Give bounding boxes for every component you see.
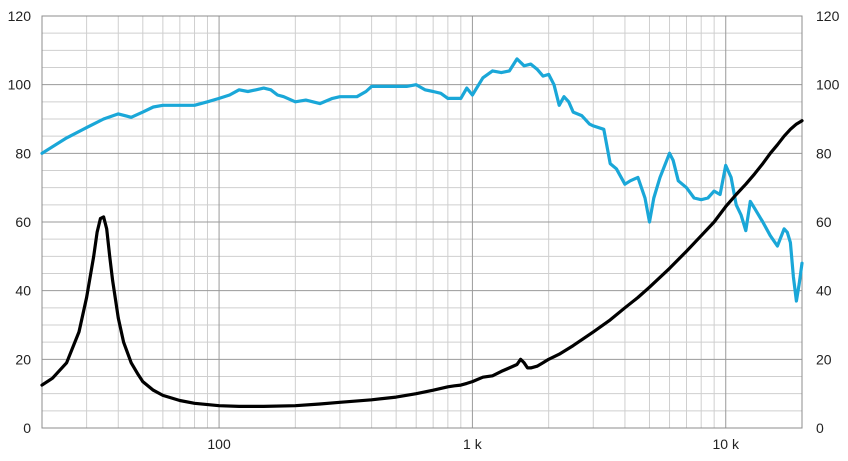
x-tick-label: 10 k xyxy=(713,436,740,452)
y-right-tick-label: 80 xyxy=(816,145,832,161)
series-line-2 xyxy=(40,119,804,408)
y-left-tick-label: 40 xyxy=(15,283,31,299)
left-axis-ticks: 0 20 40 60 80 100 120 xyxy=(8,8,32,436)
x-tick-label: 100 xyxy=(207,436,231,452)
y-left-tick-label: 120 xyxy=(8,8,32,24)
y-right-tick-label: 60 xyxy=(816,214,832,230)
x-tick-label: 1 k xyxy=(463,436,483,452)
y-right-tick-label: 40 xyxy=(816,283,832,299)
y-left-tick-label: 80 xyxy=(15,145,31,161)
y-left-tick-label: 60 xyxy=(15,214,31,230)
plot-frame xyxy=(41,15,803,429)
series-layer xyxy=(40,57,804,408)
y-left-tick-label: 20 xyxy=(15,351,31,367)
right-axis-ticks: 0 20 40 60 80 100 120 xyxy=(816,8,840,436)
y-left-tick-label: 0 xyxy=(23,420,31,436)
y-right-tick-label: 20 xyxy=(816,351,832,367)
y-right-tick-label: 120 xyxy=(816,8,840,24)
y-right-tick-label: 100 xyxy=(816,77,840,93)
y-right-tick-label: 0 xyxy=(816,420,824,436)
x-axis-ticks: 100 1 k 10 k xyxy=(207,436,740,452)
y-left-tick-label: 100 xyxy=(8,77,32,93)
series-line-1 xyxy=(40,57,804,303)
